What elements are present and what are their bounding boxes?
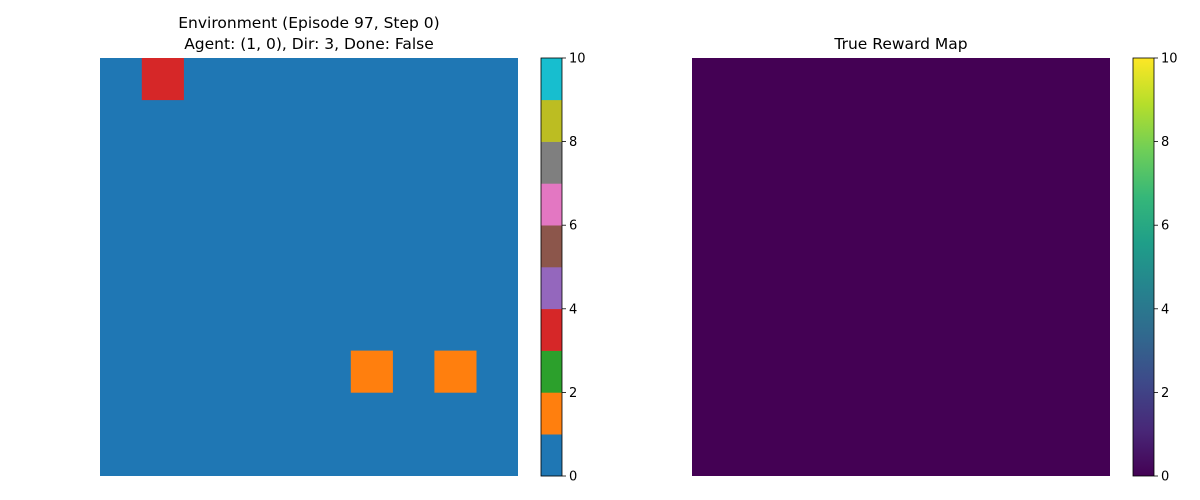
- env-cell-2: [434, 350, 477, 393]
- env-colorbar-label-4: 8: [569, 135, 577, 150]
- reward-colorbar-label-2: 4: [1161, 302, 1169, 317]
- env-grid: [100, 58, 518, 476]
- env-background: [100, 58, 518, 476]
- env-colorbar-segment-6: [541, 183, 562, 226]
- env-colorbar-label-2: 4: [569, 302, 577, 317]
- reward-colorbar-label-1: 2: [1161, 386, 1169, 401]
- env-colorbar-segment-1: [541, 392, 562, 435]
- env-title-line2: Agent: (1, 0), Dir: 3, Done: False: [184, 35, 434, 53]
- env-cell-0: [141, 58, 184, 101]
- env-colorbar-segment-9: [541, 58, 562, 101]
- env-colorbar: 0 2 4 6 8 10: [540, 52, 586, 485]
- reward-colorbar: 0 2 4 6 8 10: [1132, 52, 1178, 485]
- env-colorbar-segment-2: [541, 350, 562, 393]
- reward-grid: [692, 58, 1110, 476]
- env-colorbar-segment-8: [541, 99, 562, 142]
- env-colorbar-label-3: 6: [569, 219, 577, 234]
- env-colorbar-label-1: 2: [569, 386, 577, 401]
- reward-colorbar-gradient: [1133, 58, 1154, 476]
- reward-colorbar-label-4: 8: [1161, 135, 1169, 150]
- env-colorbar-segment-7: [541, 141, 562, 184]
- reward-colorbar-frame: [1132, 57, 1155, 477]
- env-colorbar-label-5: 10: [569, 52, 586, 67]
- env-colorbar-segment-0: [541, 434, 562, 477]
- env-colorbar-frame: [540, 57, 563, 477]
- env-colorbar-label-0: 0: [569, 470, 577, 485]
- env-colorbar-segment-3: [541, 308, 562, 351]
- reward-colorbar-label-3: 6: [1161, 219, 1169, 234]
- env-cell-1: [350, 350, 393, 393]
- reward-title: True Reward Map: [833, 35, 967, 53]
- env-colorbar-segment-5: [541, 225, 562, 268]
- reward-colorbar-label-0: 0: [1161, 470, 1169, 485]
- env-title-line1: Environment (Episode 97, Step 0): [178, 14, 439, 32]
- env-colorbar-segment-4: [541, 267, 562, 310]
- reward-fill: [692, 58, 1110, 476]
- reward-colorbar-label-5: 10: [1161, 52, 1178, 67]
